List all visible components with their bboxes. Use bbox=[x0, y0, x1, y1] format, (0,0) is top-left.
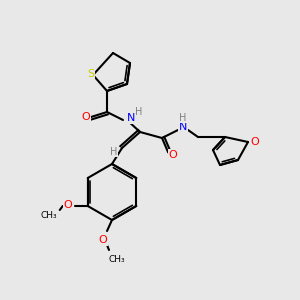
Text: H: H bbox=[110, 147, 118, 157]
Text: CH₃: CH₃ bbox=[40, 212, 57, 220]
Text: O: O bbox=[250, 137, 260, 147]
Text: N: N bbox=[127, 113, 135, 123]
Text: S: S bbox=[87, 69, 94, 79]
Text: N: N bbox=[179, 122, 187, 132]
Text: CH₃: CH₃ bbox=[109, 254, 125, 263]
Text: O: O bbox=[99, 235, 107, 245]
Text: O: O bbox=[82, 112, 90, 122]
Text: O: O bbox=[169, 150, 177, 160]
Text: H: H bbox=[135, 107, 143, 117]
Text: O: O bbox=[63, 200, 72, 210]
Text: H: H bbox=[179, 113, 187, 123]
